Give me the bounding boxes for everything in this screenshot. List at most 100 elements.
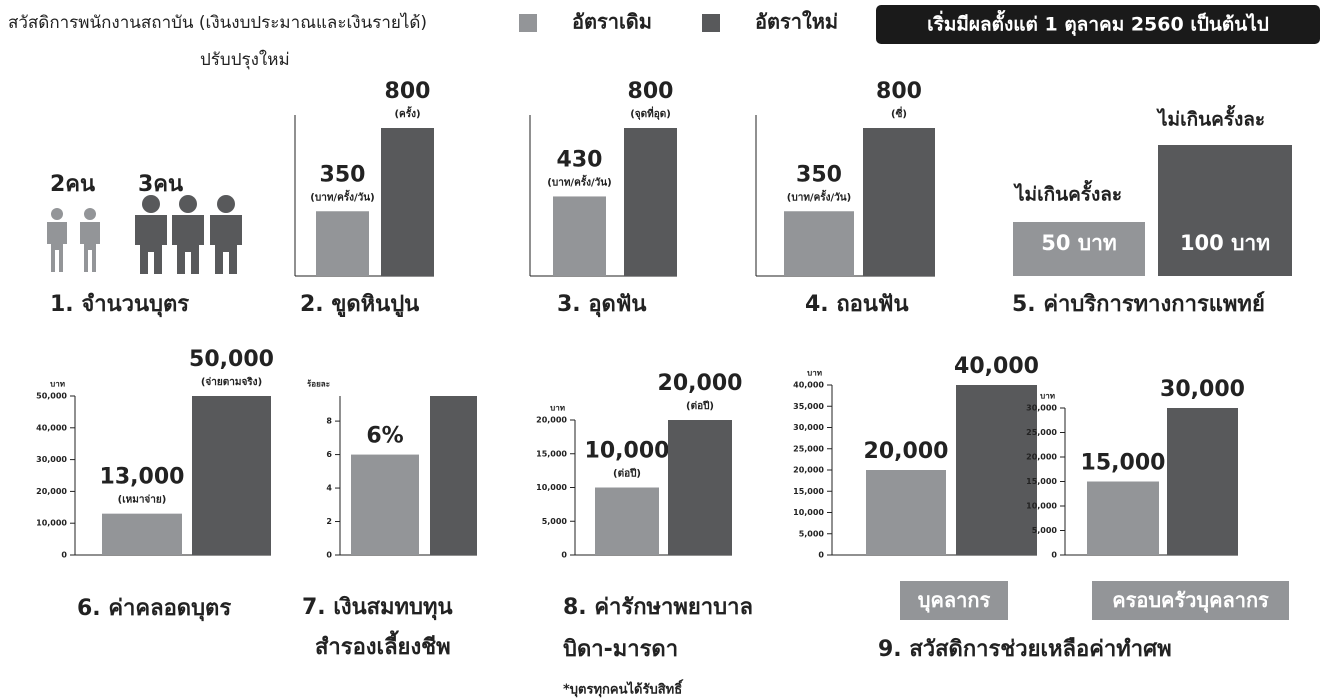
bar [553,196,606,276]
chart-title: บิดา-มารดา [563,637,678,662]
effective-text: เริ่มมีผลตั้งแต่ 1 ตุลาคม 2560 เป็นต้นไป [927,10,1269,37]
y-tick-label: 20,000 [536,416,567,425]
bar [351,454,419,555]
y-tick-label: 6 [326,450,332,459]
subchart-title-box [900,581,1008,620]
value-unit: (บาท/ครั้ง/วัน) [787,189,851,203]
y-tick-label: 8 [326,417,332,426]
y-axis-label: บาท [550,404,565,413]
value-label: 6% [366,424,403,449]
icon-three-children [135,195,242,274]
chart-title: 7. เงินสมทบทุน [302,595,453,621]
children-before: 2คน [50,172,95,197]
y-tick-label: 30,000 [36,455,67,464]
y-axis-label: ร้อยละ [307,379,330,389]
value-label: 15,000 [1081,451,1166,476]
y-tick-label: 25,000 [793,444,824,453]
bar [1167,408,1238,555]
bar [192,396,271,555]
value-unit: (จ่ายตามจริง) [201,376,262,388]
value-unit: (บาท/ครั้ง/วัน) [547,174,611,188]
value-label: 350 [320,162,366,187]
y-tick-label: 15,000 [1026,477,1057,486]
bar [866,470,946,555]
y-tick-label: 15,000 [536,449,567,458]
y-tick-label: 2 [326,517,332,526]
value-label: 50,000 [189,347,274,372]
value-label: 800 [385,79,431,104]
legend-swatch [519,14,537,32]
bar [1087,481,1159,555]
y-tick-label: 4 [326,484,332,493]
page-subtitle: ปรับปรุงใหม่ [200,49,290,70]
y-tick-label: 30,000 [1026,404,1057,413]
y-tick-label: 10,000 [536,483,567,492]
y-tick-label: 20,000 [36,487,67,496]
chart-title: 6. ค่าคลอดบุตร [77,596,231,622]
bar [668,420,732,555]
medical-before: 50 บาท [1041,231,1117,255]
value-label: 30,000 [1160,377,1245,402]
section-title: 9. สวัสดิการช่วยเหลือค่าทำศพ [878,637,1172,662]
chart-title: 4. ถอนฟัน [805,292,909,317]
y-tick-label: 5,000 [799,529,825,538]
effective-banner [876,5,1320,44]
y-axis-label: บาท [1040,392,1055,401]
chart-title: สำรองเลี้ยงชีพ [315,630,451,660]
bar [430,396,477,555]
y-tick-label: 20,000 [1026,453,1057,462]
medical-caption: ไม่เกินครั้งละ [1013,180,1122,206]
y-tick-label: 5,000 [542,517,568,526]
medical-after: 100 บาท [1180,231,1270,255]
value-label: 40,000 [954,354,1039,379]
y-tick-label: 0 [1051,551,1057,560]
value-label: 20,000 [658,371,743,396]
subchart-title: ครอบครัวบุคลากร [1112,588,1269,613]
y-tick-label: 0 [561,551,567,560]
chart-note: *บุตรทุกคนได้รับสิทธิ์ [563,679,684,698]
bar [316,211,369,276]
section-title: 1. จำนวนบุตร [50,292,189,318]
y-tick-label: 15,000 [793,487,824,496]
bar [956,385,1037,555]
value-unit: (บาท/ครั้ง/วัน) [310,189,374,203]
y-tick-label: 40,000 [793,381,824,390]
chart-title: 8. ค่ารักษาพยาบาล [563,595,753,620]
y-tick-label: 25,000 [1026,428,1057,437]
value-unit: (ต่อปี) [613,468,641,480]
legend-label: อัตราเดิม [572,10,652,34]
y-tick-label: 20,000 [793,466,824,475]
y-tick-label: 40,000 [36,423,67,432]
bar [102,513,182,555]
y-axis-label: บาท [807,369,822,378]
y-tick-label: 10,000 [793,508,824,517]
icon-two-children [47,208,100,272]
medical-caption: ไม่เกินครั้งละ [1156,105,1265,131]
y-tick-label: 0 [61,551,67,560]
bar [381,128,434,276]
y-tick-label: 0 [818,551,824,560]
y-tick-label: 10,000 [36,519,67,528]
bar [595,487,659,555]
value-label: 20,000 [864,439,949,464]
subchart-title: บุคลากร [918,588,991,613]
value-unit: (เหมาจ่าย) [118,494,167,506]
value-label: 430 [557,147,603,172]
bar [784,211,854,276]
legend-swatch [702,14,720,32]
y-tick-label: 35,000 [793,402,824,411]
y-tick-label: 30,000 [793,423,824,432]
chart-title: 3. อุดฟัน [557,292,646,318]
y-tick-label: 50,000 [36,392,67,401]
value-label: 13,000 [100,465,185,490]
value-label: 350 [796,162,842,187]
medical-new-box [1158,145,1292,276]
medical-old-box [1013,222,1145,276]
value-unit: (ซี่) [891,106,907,120]
value-unit: (ครั้ง) [394,106,420,120]
chart-title: 2. ขูดหินปูน [300,292,419,318]
value-unit: (ต่อปี) [686,400,714,412]
bar [863,128,935,276]
